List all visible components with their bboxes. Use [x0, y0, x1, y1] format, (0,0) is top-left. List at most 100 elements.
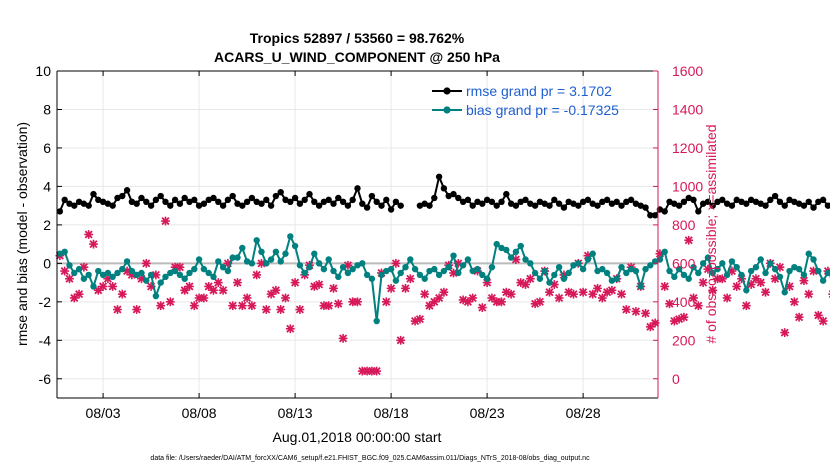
x-tick-label: 08/03	[86, 405, 121, 421]
bias-point	[503, 246, 510, 254]
bias-point	[627, 265, 635, 273]
bias-point	[771, 265, 779, 273]
bias-point	[123, 258, 131, 265]
rmse-point	[368, 192, 376, 200]
legend-entry-label: bias grand pr = -0.17325	[466, 102, 619, 118]
bias-point	[315, 260, 323, 267]
bias-point	[637, 283, 644, 290]
obs-count-marker	[237, 301, 247, 311]
bias-point	[762, 269, 769, 277]
rmse-point	[349, 196, 356, 204]
rmse-point	[685, 194, 692, 202]
obs-count-marker	[780, 328, 790, 337]
rmse-point	[541, 200, 548, 207]
rmse-point	[291, 194, 299, 202]
rmse-point	[301, 196, 308, 204]
obs-count-marker	[693, 301, 703, 311]
rmse-point	[387, 206, 395, 213]
legend: rmse grand pr = 3.1702 bias grand pr = -0…	[432, 83, 619, 118]
bias-point	[344, 269, 352, 277]
rmse-point	[551, 196, 558, 204]
bias-point	[767, 260, 774, 267]
obs-count-marker	[74, 289, 84, 299]
bias-point	[157, 279, 164, 286]
rmse-point	[176, 200, 184, 207]
rmse-point	[565, 198, 572, 205]
obs-count-marker	[189, 301, 199, 311]
rmse-point	[589, 200, 596, 207]
rmse-point	[426, 202, 433, 209]
rmse-point	[363, 204, 371, 211]
rmse-point	[800, 202, 808, 209]
rmse-point	[205, 196, 212, 204]
rmse-point	[75, 198, 83, 205]
obs-count-marker	[535, 297, 545, 307]
bias-point	[195, 256, 203, 263]
bias-point	[383, 267, 390, 275]
bias-point	[61, 248, 68, 256]
rmse-point	[378, 202, 385, 209]
obs-count-marker	[247, 301, 257, 311]
obs-count-marker	[554, 293, 564, 303]
obs-count-marker	[468, 293, 478, 303]
rmse-point	[459, 198, 467, 205]
rmse-point	[704, 198, 712, 205]
obs-count-marker	[338, 333, 348, 343]
bias-point	[253, 237, 260, 244]
rmse-point	[287, 198, 294, 205]
rmse-point	[431, 194, 438, 202]
bias-point	[287, 233, 294, 240]
rmse-point	[517, 198, 524, 205]
bias-point	[95, 267, 102, 275]
bias-point	[810, 256, 817, 263]
rmse-point	[143, 198, 150, 205]
y-right-tick-label: 1600	[672, 63, 703, 79]
bias-point	[186, 269, 193, 277]
rmse-point	[253, 198, 260, 205]
rmse-point	[306, 190, 313, 198]
bias-point	[378, 271, 385, 279]
bias-point	[387, 265, 395, 273]
rmse-point	[315, 202, 323, 209]
bias-point	[565, 269, 572, 277]
rmse-point	[560, 204, 568, 211]
rmse-point	[248, 194, 256, 202]
y-left-tick-label: 2	[43, 217, 51, 233]
rmse-point	[277, 188, 284, 196]
bias-point	[99, 271, 107, 279]
legend-marker-sample	[443, 106, 451, 114]
rmse-point	[219, 202, 227, 209]
bias-point	[541, 267, 548, 275]
rmse-point	[215, 198, 222, 205]
rmse-point	[733, 196, 740, 204]
obs-count-marker	[285, 324, 295, 334]
y-left-tick-label: -2	[39, 294, 52, 310]
obs-count-marker	[252, 270, 262, 280]
rmse-point	[133, 200, 140, 207]
y-right-tick-label: 400	[672, 294, 696, 310]
bias-point	[147, 271, 155, 279]
bias-point	[512, 248, 520, 256]
rmse-point	[224, 196, 232, 204]
y-right-tick-label: 0	[672, 371, 680, 387]
rmse-point	[709, 202, 716, 209]
rmse-point	[234, 200, 241, 207]
x-tick-label: 08/18	[374, 405, 409, 421]
obs-count-marker	[415, 314, 425, 324]
bias-point	[728, 258, 736, 265]
bias-point	[181, 275, 188, 282]
obs-count-marker	[607, 285, 617, 295]
rmse-point	[675, 202, 683, 209]
rmse-point	[421, 200, 428, 207]
bias-point	[267, 256, 275, 263]
bias-point	[80, 275, 88, 282]
rmse-point	[397, 202, 404, 209]
obs-count-marker	[290, 278, 300, 287]
rmse-point	[152, 196, 160, 204]
bias-point	[339, 264, 347, 271]
bias-point	[335, 273, 342, 281]
bias-point	[445, 264, 452, 271]
bias-point	[138, 269, 145, 277]
rmse-point	[157, 192, 164, 200]
bias-point	[738, 271, 745, 279]
